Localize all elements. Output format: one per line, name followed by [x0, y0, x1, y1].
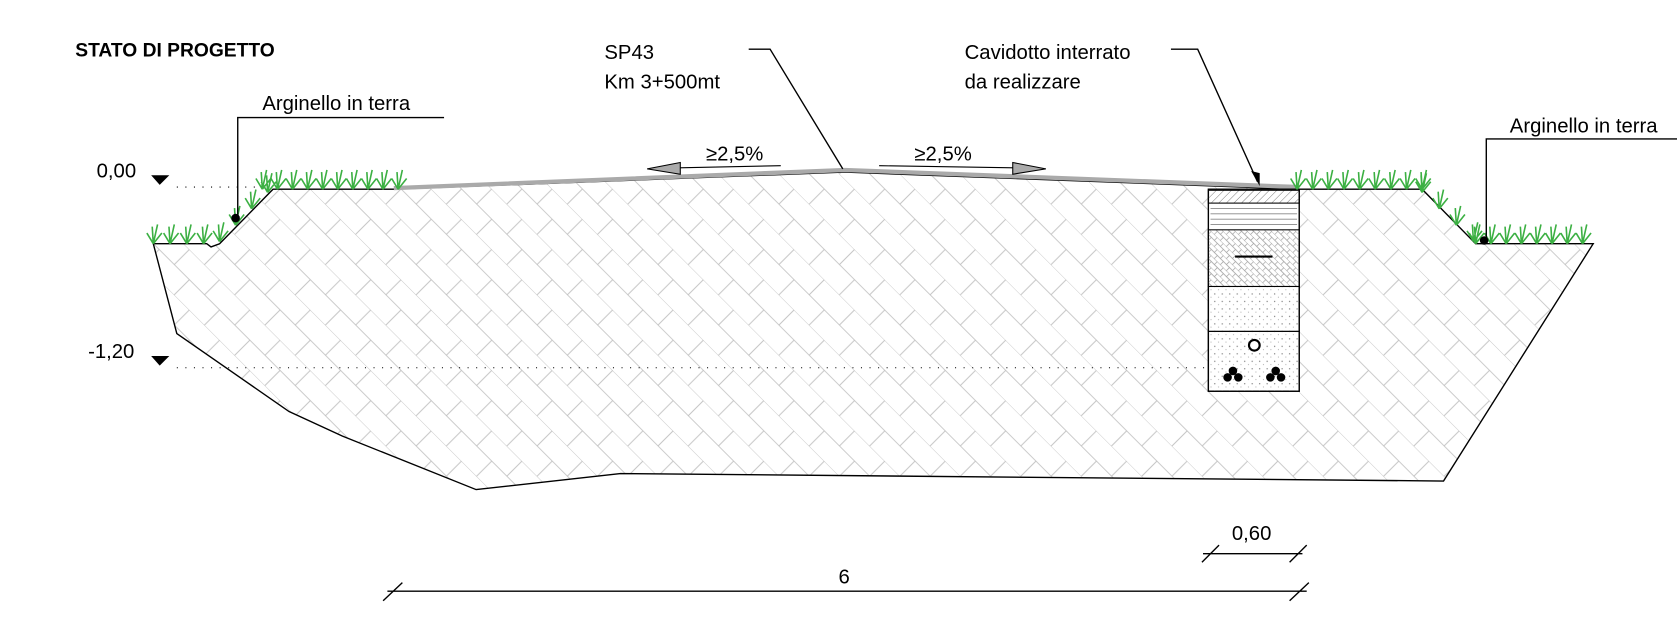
- leader-dot: [1479, 236, 1489, 245]
- ground: [152, 171, 1595, 491]
- slope-label: ≥2,5%: [706, 143, 763, 165]
- grass: [146, 169, 1592, 245]
- leader-line: [748, 48, 844, 170]
- road-label: Km 3+500mt: [604, 72, 720, 94]
- leader-line: [1485, 138, 1677, 241]
- level-marker: [151, 355, 170, 366]
- slope-arrow: [647, 161, 681, 175]
- dimension-line: [1201, 544, 1308, 563]
- duct-label: Cavidotto interrato: [965, 42, 1131, 64]
- level-label: 0,00: [97, 160, 137, 182]
- dimension-line: [382, 582, 1310, 602]
- road-surface: [393, 167, 1300, 191]
- leader-dot: [231, 213, 240, 223]
- level-label: -1,20: [88, 341, 134, 363]
- slope-arrow: [879, 165, 1014, 169]
- trench: [1207, 188, 1300, 392]
- slope-arrow: [679, 165, 781, 169]
- dimension-label: 0,60: [1232, 523, 1272, 545]
- grass-tufts: [146, 169, 1592, 245]
- duct-label: da realizzare: [965, 72, 1081, 94]
- slope-label: ≥2,5%: [914, 143, 971, 165]
- road-label: SP43: [604, 42, 654, 64]
- level-marker: [151, 175, 170, 185]
- leader-line: [1170, 48, 1259, 183]
- leader-line: [237, 116, 445, 219]
- slope-arrow: [1012, 161, 1046, 175]
- embankment-label: Arginello in terra: [1510, 116, 1658, 138]
- embankment-label: Arginello in terra: [262, 93, 410, 115]
- dimension-label: 6: [838, 567, 849, 589]
- title: STATO DI PROGETTO: [75, 41, 275, 62]
